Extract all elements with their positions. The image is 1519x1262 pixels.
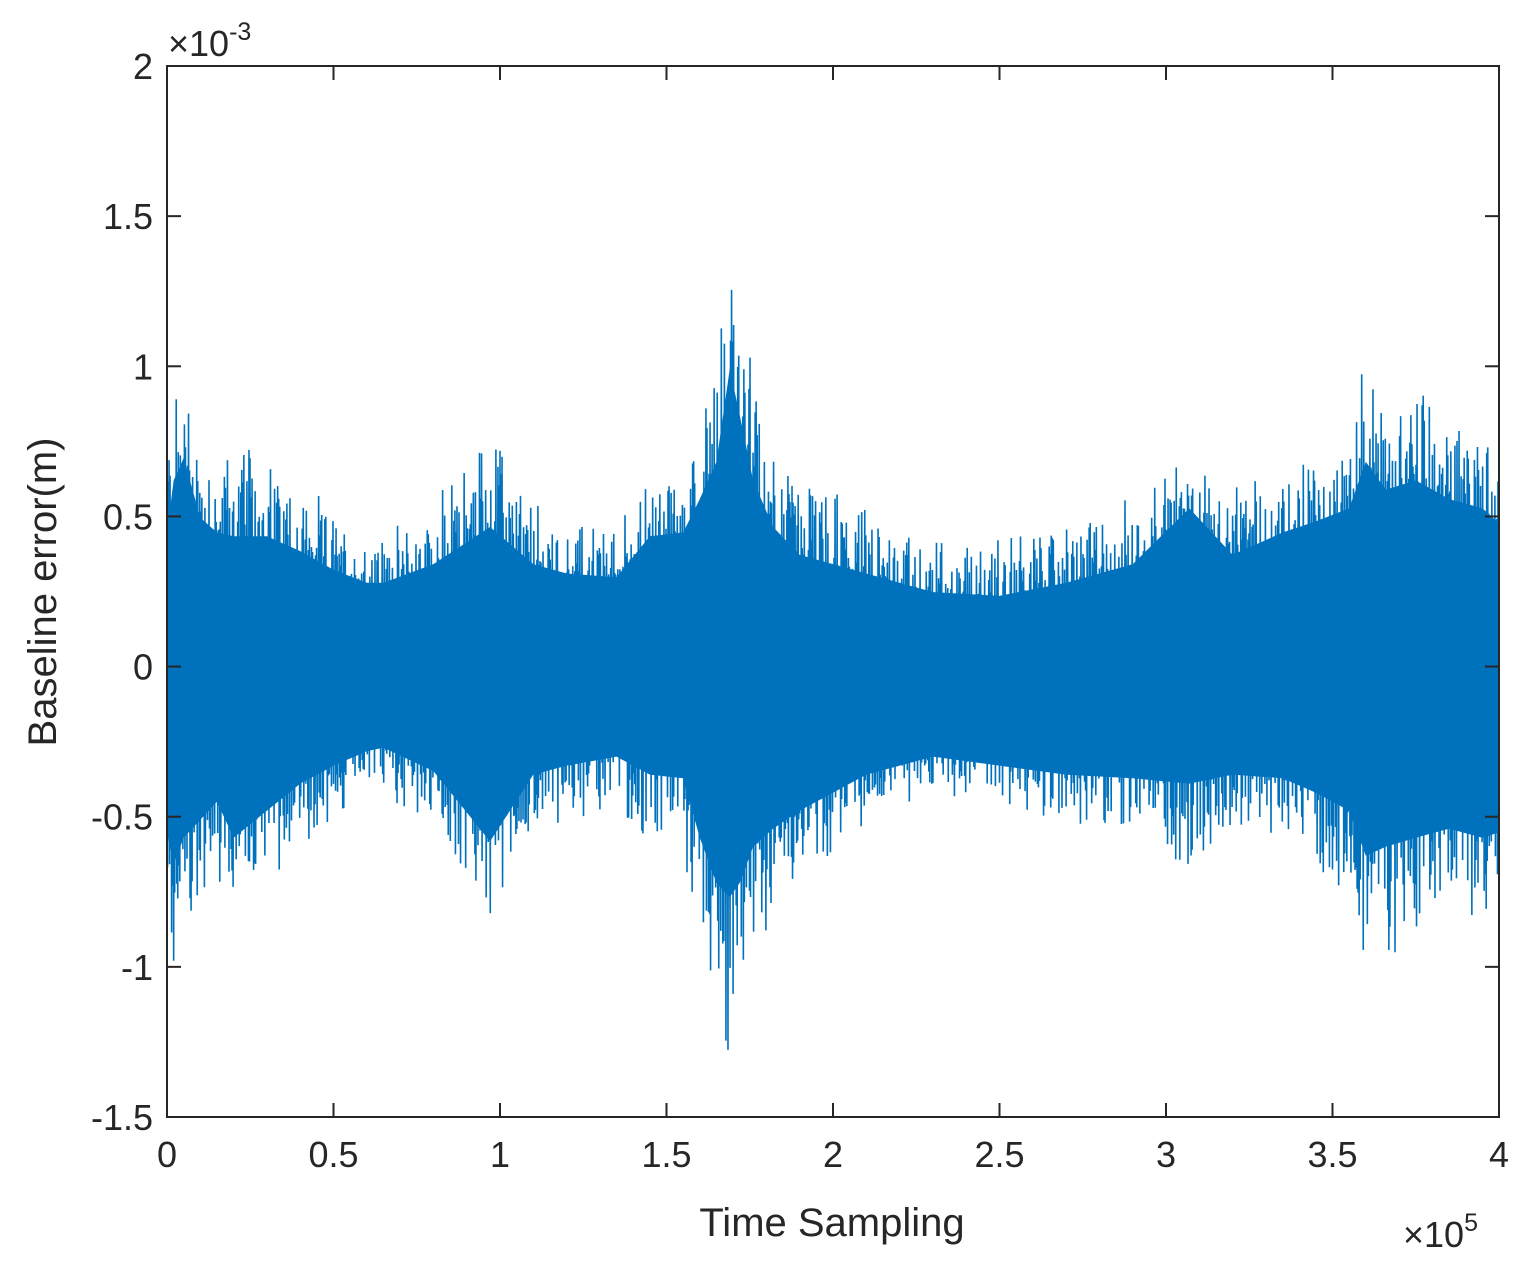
series-line — [167, 289, 1499, 1050]
y-tick-label: 1 — [133, 346, 153, 387]
x-exponent-power: 5 — [1464, 1209, 1478, 1237]
x-tick-label: 0.5 — [308, 1134, 358, 1175]
y-tick-label: -1.5 — [91, 1097, 153, 1138]
y-axis-exponent-label: ×10-3 — [168, 18, 251, 64]
x-tick-label: 0 — [157, 1134, 177, 1175]
x-tick-label: 3 — [1156, 1134, 1176, 1175]
y-tick-label: -0.5 — [91, 797, 153, 838]
x-axis-exponent-label: ×105 — [1403, 1209, 1478, 1255]
plot-area — [167, 289, 1499, 1050]
x-tick-label: 2.5 — [974, 1134, 1024, 1175]
x-tick-label: 2 — [823, 1134, 843, 1175]
y-tick-label: 2 — [133, 46, 153, 87]
y-tick-label: -1 — [121, 947, 153, 988]
axes — [166, 65, 1500, 1118]
y-tick-label: 0 — [133, 647, 153, 688]
x-tick-label: 1.5 — [641, 1134, 691, 1175]
y-axis-label: Baseline error(m) — [21, 438, 65, 747]
y-tick-label: 1.5 — [103, 196, 153, 237]
x-tick-label: 4 — [1489, 1134, 1509, 1175]
y-exponent-power: -3 — [229, 18, 251, 46]
x-exponent-base: ×10 — [1403, 1214, 1464, 1255]
y-exponent-base: ×10 — [168, 23, 229, 64]
tick-labels: 0 0.5 1 1.5 2 2.5 3 3.5 4 -1.5 -1 -0.5 0 0.5 1 1.5 2 — [91, 46, 1509, 1175]
x-tick-label: 1 — [490, 1134, 510, 1175]
x-tick-label: 3.5 — [1307, 1134, 1357, 1175]
x-axis-label: Time Sampling — [699, 1201, 964, 1245]
y-tick-label: 0.5 — [103, 496, 153, 537]
